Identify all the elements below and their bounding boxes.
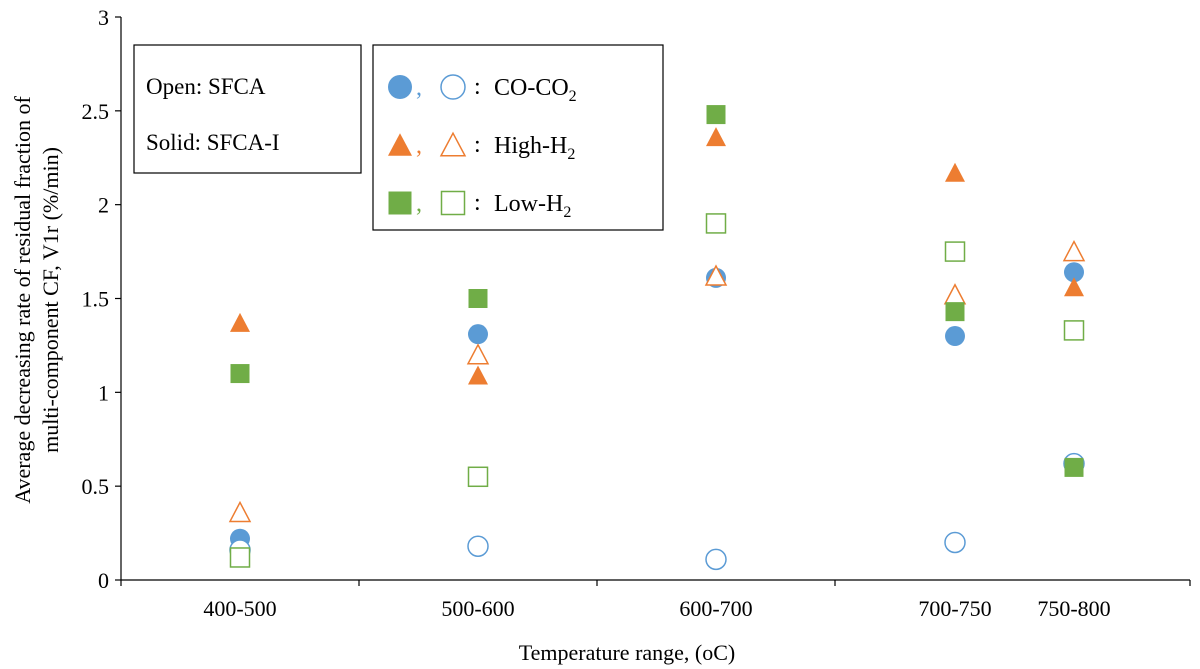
y-tick-label: 2 bbox=[98, 193, 109, 218]
legend-open-square bbox=[440, 190, 466, 216]
x-tick-label: 700-750 bbox=[918, 596, 991, 621]
legend-label-subscript: 2 bbox=[569, 88, 577, 105]
x-tick-label: 600-700 bbox=[679, 596, 752, 621]
co-co2-solid-circle-point bbox=[468, 324, 488, 345]
y-axis-label: Average decreasing rate of residual frac… bbox=[10, 96, 63, 504]
high-h2-open-triangle-point bbox=[704, 264, 728, 286]
y-tick-label: 0.5 bbox=[82, 474, 110, 499]
legend-open-triangle bbox=[439, 131, 467, 157]
low-h2-open-square-point bbox=[229, 547, 251, 568]
y-tick-label: 1 bbox=[98, 380, 109, 405]
y-tick-label: 2.5 bbox=[82, 99, 110, 124]
x-tick-label: 400-500 bbox=[203, 596, 276, 621]
co-co2-open-circle-point bbox=[705, 548, 727, 571]
legend-label-subscript: 2 bbox=[567, 146, 575, 163]
high-h2-open-triangle-point bbox=[466, 343, 490, 365]
y-tick-label: 3 bbox=[98, 5, 109, 30]
legend-note-box bbox=[133, 44, 362, 174]
legend-label: Low-H2 bbox=[494, 191, 571, 221]
low-h2-solid-square-point bbox=[1064, 457, 1084, 477]
y-tick-label: 1.5 bbox=[82, 287, 110, 312]
x-ticks: 400-500 500-600 600-700 700-750 750-800 bbox=[120, 580, 1191, 621]
legend-series: ,: CO-CO2,: High-H2,: Low-H2 bbox=[372, 44, 664, 231]
data-points bbox=[228, 105, 1086, 571]
co-co2-open-circle-point bbox=[467, 535, 489, 557]
legend-label: CO-CO2 bbox=[494, 75, 577, 105]
legend-note: Solid: SFCA-I bbox=[146, 130, 280, 155]
legend-fill-key: Open: SFCA Solid: SFCA-I bbox=[133, 44, 362, 174]
high-h2-solid-triangle-point bbox=[706, 127, 726, 147]
legend-separator: : bbox=[474, 190, 481, 216]
legend-series-box bbox=[372, 44, 664, 231]
legend-comma: , bbox=[416, 191, 422, 217]
co-co2-solid-circle-point bbox=[945, 326, 965, 347]
legend-open-circle bbox=[440, 74, 466, 100]
low-h2-solid-square-point bbox=[468, 289, 488, 308]
low-h2-solid-square-point bbox=[945, 302, 965, 322]
co-co2-open-circle-point bbox=[944, 531, 966, 554]
legend-label-subscript: 2 bbox=[563, 204, 571, 221]
y-ticks: 0 0.5 1 1.5 2 2.5 3 bbox=[82, 5, 121, 593]
x-tick-label: 500-600 bbox=[441, 596, 514, 621]
low-h2-solid-square-point bbox=[230, 364, 250, 384]
legend-solid-triangle bbox=[388, 133, 412, 156]
low-h2-solid-square-point bbox=[706, 105, 726, 125]
low-h2-open-square-point bbox=[1063, 320, 1085, 341]
low-h2-open-square-point bbox=[705, 213, 727, 234]
high-h2-open-triangle-point bbox=[943, 283, 967, 305]
legend-solid-square bbox=[388, 191, 412, 215]
legend-separator: : bbox=[474, 132, 481, 158]
high-h2-open-triangle-point bbox=[228, 500, 252, 523]
co-co2-solid-circle-point bbox=[1064, 262, 1084, 283]
y-tick-label: 0 bbox=[98, 568, 109, 593]
high-h2-solid-triangle-point bbox=[230, 312, 250, 332]
legend-comma: , bbox=[416, 75, 422, 101]
legend-comma: , bbox=[416, 133, 422, 159]
high-h2-solid-triangle-point bbox=[468, 365, 488, 385]
legend-note: Open: SFCA bbox=[146, 74, 266, 99]
legend-solid-circle bbox=[388, 75, 412, 99]
low-h2-open-square-point bbox=[467, 466, 489, 488]
legend-label: High-H2 bbox=[494, 133, 575, 163]
x-tick-label: 750-800 bbox=[1037, 596, 1110, 621]
high-h2-open-triangle-point bbox=[1062, 239, 1086, 262]
x-axis-label: Temperature range, (oC) bbox=[519, 640, 736, 665]
high-h2-solid-triangle-point bbox=[1064, 277, 1084, 297]
legend-separator: : bbox=[474, 74, 481, 100]
high-h2-solid-triangle-point bbox=[945, 162, 965, 182]
low-h2-open-square-point bbox=[944, 241, 966, 262]
